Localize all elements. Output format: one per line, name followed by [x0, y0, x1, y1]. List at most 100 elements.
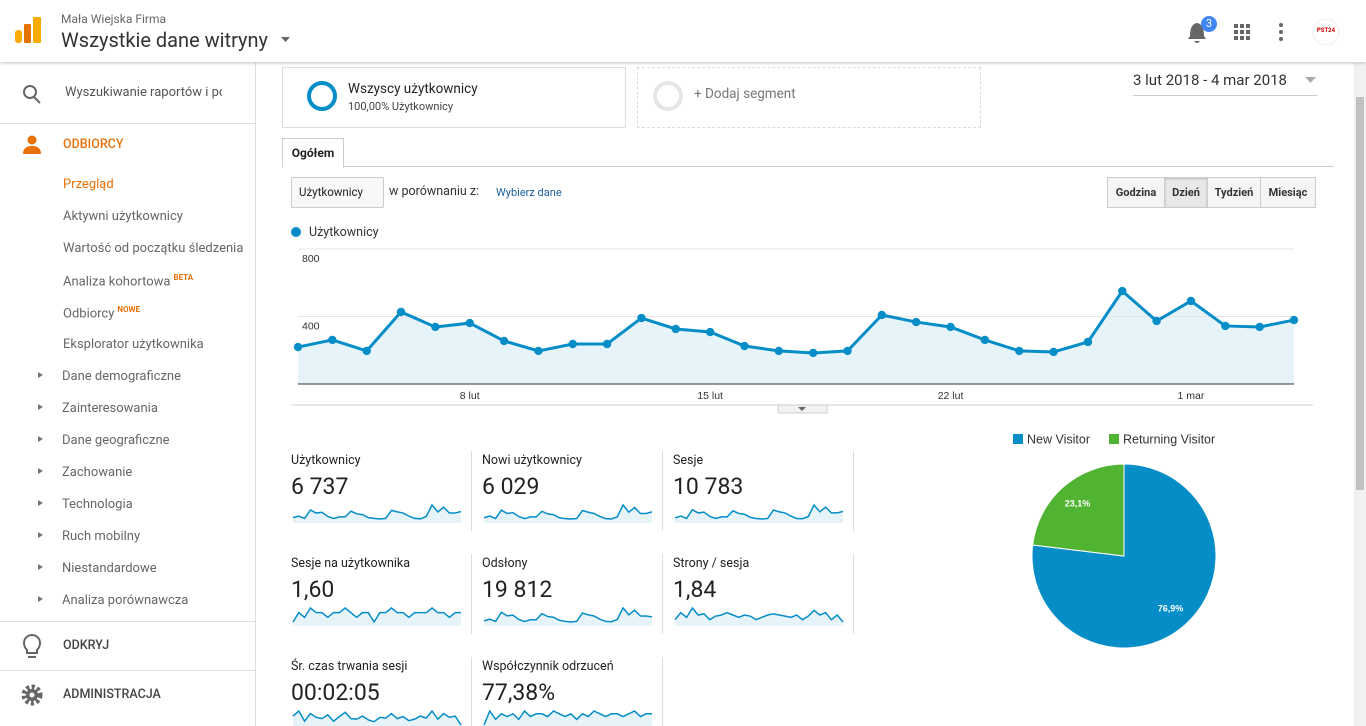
nav-item[interactable]: Ruch mobilny [62, 529, 141, 544]
point [980, 335, 990, 345]
section-label[interactable]: ADMINISTRACJA [63, 687, 161, 702]
point [465, 318, 474, 328]
tab[interactable]: Ogółem [282, 138, 344, 168]
header [0, 0, 1366, 62]
sparkline-area [484, 608, 652, 626]
search-input[interactable]: Wyszukiwanie raportów i pomocy [65, 85, 222, 100]
segment-box-empty[interactable] [637, 67, 981, 128]
metric-value: 10 783 [673, 473, 744, 500]
nav-badge: BETA [173, 273, 194, 282]
section-label[interactable]: ODBIORCY [63, 137, 124, 152]
legend-label: Returning Visitor [1123, 433, 1215, 447]
point [499, 336, 509, 346]
nav-item[interactable]: Zachowanie [62, 465, 133, 480]
pie-slice [1032, 463, 1125, 557]
nav-item[interactable]: Eksplorator użytkownika [63, 337, 204, 352]
point [1289, 315, 1299, 325]
sparkline [483, 606, 653, 623]
slice-label: 23,1% [1065, 499, 1091, 509]
point [328, 335, 337, 345]
divider [0, 621, 255, 622]
point [705, 327, 715, 337]
nav-item[interactable]: Odbiorcy NOWE [63, 305, 141, 322]
sparkline-area [675, 505, 843, 523]
nav-item[interactable]: Analiza porównawcza [62, 593, 189, 608]
segment-detail: 100,00% Użytkownicy [348, 100, 454, 113]
sparkline-area [484, 505, 652, 523]
segment-name: Wszyscy użytkownicy [348, 81, 478, 97]
account-name: Mała Wiejska Firma [61, 12, 166, 26]
expand-arrow [38, 468, 43, 474]
line [297, 288, 1295, 355]
point [740, 341, 749, 351]
point [1255, 322, 1264, 332]
sparkline-area [675, 608, 843, 626]
nav-item[interactable]: Technologia [62, 497, 133, 512]
point [362, 346, 371, 356]
point [396, 307, 406, 317]
point [602, 339, 612, 349]
point [1083, 337, 1093, 347]
point [293, 342, 303, 352]
scrollbar-thumb[interactable] [1356, 97, 1364, 490]
sparkline [483, 503, 653, 520]
content-rule [282, 166, 1334, 167]
granularity-button[interactable]: Tydzień [1207, 177, 1261, 208]
collapse-caret [798, 407, 806, 411]
granularity-button[interactable]: Godzina [1107, 177, 1165, 208]
date-range[interactable]: 3 lut 2018 - 4 mar 2018 [1133, 71, 1317, 96]
metric-label: Sesje na użytkownika [291, 556, 411, 571]
sparkline [292, 709, 462, 726]
nav-item[interactable]: Dane geograficzne [62, 433, 170, 448]
expand-arrow [38, 564, 43, 570]
nav-item[interactable]: Analiza kohortowa BETA [63, 273, 194, 290]
point [431, 322, 440, 332]
add-segment[interactable]: + Dodaj segment [694, 86, 796, 102]
expand-arrow [38, 532, 43, 538]
nav-item[interactable]: Dane demograficzne [62, 369, 181, 384]
slice-label: 76,9% [1158, 603, 1184, 613]
section-label[interactable]: ODKRYJ [63, 638, 110, 653]
metric-label: Nowi użytkownicy [482, 453, 582, 468]
y-tick-label: 800 [302, 253, 320, 265]
metric-value: 77,38% [482, 679, 556, 706]
nav-item[interactable]: Niestandardowe [62, 561, 157, 576]
compare-link[interactable]: Wybierz dane [496, 186, 562, 199]
nav-item[interactable]: Zainteresowania [62, 401, 158, 416]
expand-arrow [38, 372, 43, 378]
metric-value: 6 737 [291, 473, 349, 500]
property-name[interactable]: Wszystkie dane witryny [61, 28, 269, 52]
metric-value: 6 029 [482, 473, 540, 500]
point [1049, 347, 1058, 357]
metric-label: Użytkownicy [291, 453, 361, 468]
metric-value: 1,60 [291, 576, 335, 603]
x-tick-label: 8 lut [460, 390, 480, 402]
granularity-button[interactable]: Miesiąc [1260, 177, 1316, 208]
area [298, 291, 1294, 384]
x-tick-label: 22 lut [938, 390, 964, 402]
sparkline-area [293, 711, 461, 726]
nav-item[interactable]: Wartość od początku śledzenia [63, 241, 244, 256]
point [637, 313, 646, 323]
nav-item[interactable]: Przegląd [63, 177, 114, 192]
sparkline-area [484, 711, 652, 726]
divider [0, 670, 255, 671]
point [877, 310, 887, 320]
segment-box[interactable] [282, 67, 626, 128]
sparkline-area [293, 505, 461, 523]
x-tick-label: 1 mar [1178, 390, 1205, 402]
metric-select[interactable]: Użytkownicy [291, 177, 384, 208]
metric-label: Odsłony [482, 556, 528, 571]
nav-item[interactable]: Aktywni użytkownicy [63, 209, 183, 224]
expand-arrow [38, 596, 43, 602]
compare-label: w porównaniu z: [389, 184, 480, 199]
sparkline-area [293, 608, 461, 626]
granularity-button[interactable]: Dzień [1164, 177, 1208, 208]
point [1118, 286, 1127, 296]
point [534, 346, 543, 356]
legend-label: New Visitor [1027, 433, 1090, 447]
sparkline [483, 709, 652, 726]
sparkline [674, 606, 844, 623]
